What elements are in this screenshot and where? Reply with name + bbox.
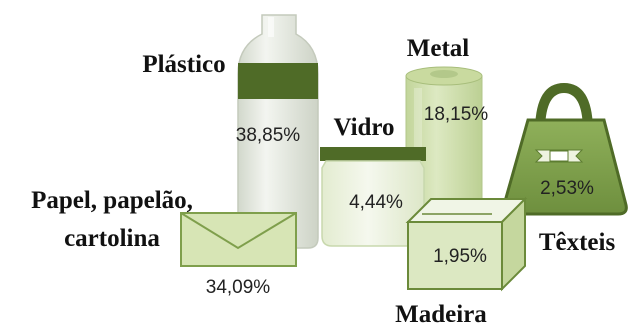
value-vidro: 4,44% — [349, 192, 403, 213]
value-metal: 18,15% — [424, 104, 489, 125]
bag-tag-icon — [536, 150, 582, 162]
value-papel: 34,09% — [206, 277, 271, 298]
value-plastico: 38,85% — [236, 125, 301, 146]
value-texteis: 2,53% — [540, 178, 594, 199]
envelope-icon — [181, 213, 296, 266]
label-vidro: Vidro — [333, 114, 394, 141]
label-texteis: Têxteis — [539, 229, 616, 256]
label-papel-line2: cartolina — [64, 225, 160, 252]
label-metal: Metal — [407, 35, 470, 62]
label-madeira: Madeira — [395, 301, 487, 328]
crate-icon — [408, 199, 525, 289]
label-plastico: Plástico — [142, 51, 225, 78]
label-papel-line1: Papel, papelão, — [31, 187, 193, 214]
value-madeira: 1,95% — [433, 246, 487, 267]
